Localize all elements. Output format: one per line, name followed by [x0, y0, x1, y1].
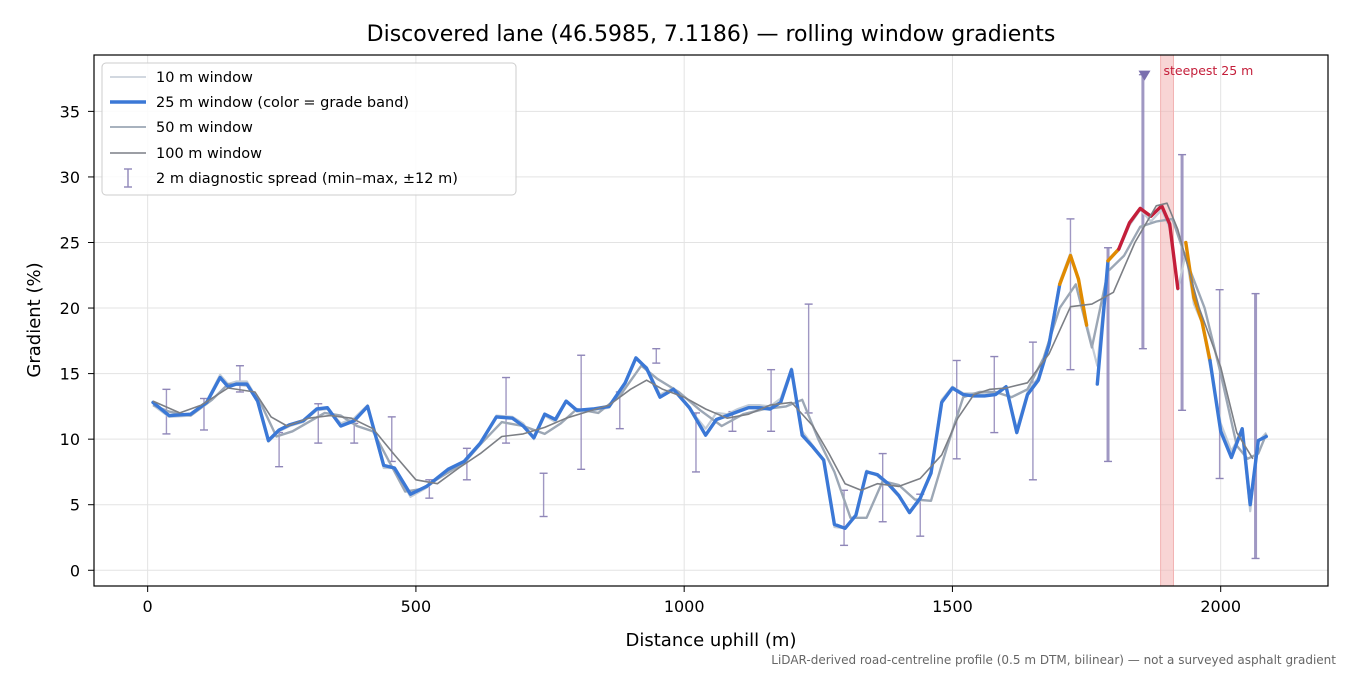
spread-bar — [275, 431, 284, 468]
spread-bar — [952, 359, 961, 460]
x-axis-label: Distance uphill (m) — [626, 630, 797, 651]
spread-bar — [539, 472, 548, 518]
legend-box — [101, 62, 517, 196]
spread-bar — [1104, 247, 1113, 463]
y-tick-label: 0 — [70, 561, 80, 580]
series-lines — [151, 202, 1268, 530]
axis-ticks: 0 500 1000 1500 2000 0 5 10 15 20 25 30 35 — [60, 102, 1241, 616]
series-25m-segment-orange — [1184, 240, 1212, 363]
legend-label-25m: 25 m window (color = grade band) — [156, 95, 409, 111]
legend-label-spread: 2 m diagnostic spread (min–max, ±12 m) — [156, 171, 458, 187]
x-tick-label: 0 — [143, 597, 153, 616]
chart-title: Discovered lane (46.5985, 7.1186) — roll… — [367, 22, 1056, 47]
spread-bar — [1251, 292, 1260, 560]
y-tick-label: 25 — [60, 233, 80, 252]
series-25m-segment-blue — [151, 282, 1062, 530]
y-tick-label: 5 — [70, 496, 80, 515]
spread-bar — [462, 447, 471, 481]
legend-label-50m: 50 m window — [156, 120, 253, 136]
x-tick-label: 500 — [401, 597, 432, 616]
series-25m-segment-orange — [1106, 247, 1121, 263]
series-25m-segment-blue — [1095, 259, 1110, 386]
y-tick-label: 30 — [60, 168, 80, 187]
legend-swatch-spread — [124, 168, 132, 188]
footnote: LiDAR-derived road-centreline profile (0… — [771, 653, 1336, 667]
series-25m-segment-orange — [1058, 253, 1089, 327]
spread-bar — [878, 452, 887, 523]
steepest-band — [1160, 54, 1174, 587]
series-100m-line — [152, 202, 1254, 492]
annotations: steepest 25 m — [1138, 63, 1253, 81]
y-tick-label: 20 — [60, 299, 80, 318]
spread-bars — [162, 73, 1260, 560]
x-tick-label: 1000 — [664, 597, 705, 616]
steepest-label: steepest 25 m — [1163, 63, 1253, 78]
x-tick-label: 2000 — [1200, 597, 1241, 616]
series-25m-segment-blue — [1208, 358, 1268, 507]
spread-bar — [235, 365, 244, 393]
legend-label-100m: 100 m window — [156, 146, 262, 162]
spread-bar — [767, 368, 776, 432]
spread-bar — [1178, 153, 1187, 412]
spread-bar — [502, 376, 511, 444]
y-tick-label: 15 — [60, 365, 80, 384]
plot-frame — [93, 54, 1329, 587]
spread-bar — [1215, 288, 1224, 480]
legend: 10 m window 25 m window (color = grade b… — [101, 62, 517, 196]
y-tick-label: 35 — [60, 102, 80, 121]
spread-bar — [652, 347, 661, 364]
x-tick-label: 1500 — [932, 597, 973, 616]
steepest-band-rect — [1160, 54, 1174, 587]
y-tick-label: 10 — [60, 430, 80, 449]
spread-bar — [1028, 341, 1037, 481]
legend-label-10m: 10 m window — [156, 70, 253, 86]
spread-bar — [804, 303, 813, 414]
y-axis-label: Gradient (%) — [24, 262, 45, 377]
steepest-marker — [1138, 70, 1151, 81]
